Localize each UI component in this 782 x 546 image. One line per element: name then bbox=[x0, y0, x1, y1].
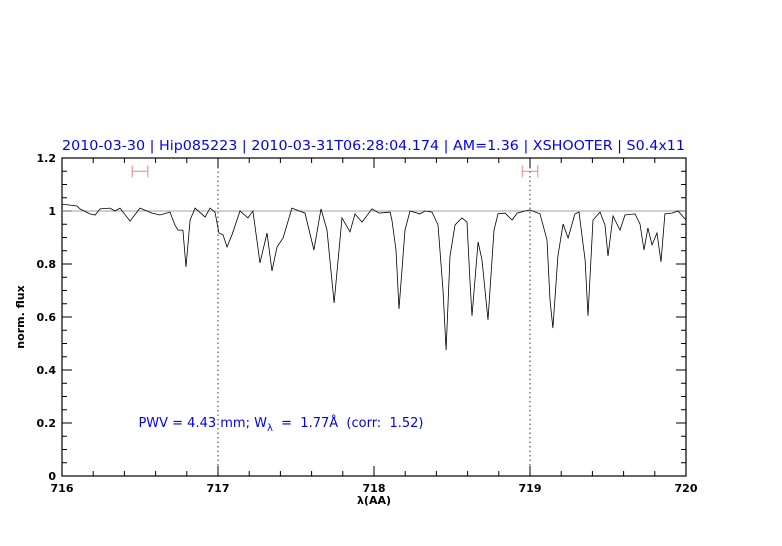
y-tick-label: 1 bbox=[48, 205, 56, 218]
y-tick-label: 0.4 bbox=[37, 364, 57, 377]
y-tick-label: 0.8 bbox=[37, 258, 57, 271]
y-tick-label: 0.2 bbox=[37, 417, 57, 430]
y-tick-label: 1.2 bbox=[37, 152, 57, 165]
x-axis-label: λ(AA) bbox=[357, 494, 391, 507]
x-tick-label: 717 bbox=[207, 482, 230, 495]
y-tick-label: 0 bbox=[48, 470, 56, 483]
y-tick-label: 0.6 bbox=[37, 311, 57, 324]
spectrum-line bbox=[61, 203, 687, 351]
x-tick-label: 720 bbox=[675, 482, 698, 495]
x-tick-label: 718 bbox=[363, 482, 386, 495]
x-tick-label: 719 bbox=[519, 482, 542, 495]
chart-title: 2010-03-30 | Hip085223 | 2010-03-31T06:2… bbox=[62, 138, 685, 154]
y-axis-label: norm. flux bbox=[14, 285, 27, 348]
x-tick-label: 716 bbox=[51, 482, 74, 495]
pwv-annotation: PWV = 4.43 mm; Wλ = 1.77Å (corr: 1.52) bbox=[138, 415, 423, 434]
